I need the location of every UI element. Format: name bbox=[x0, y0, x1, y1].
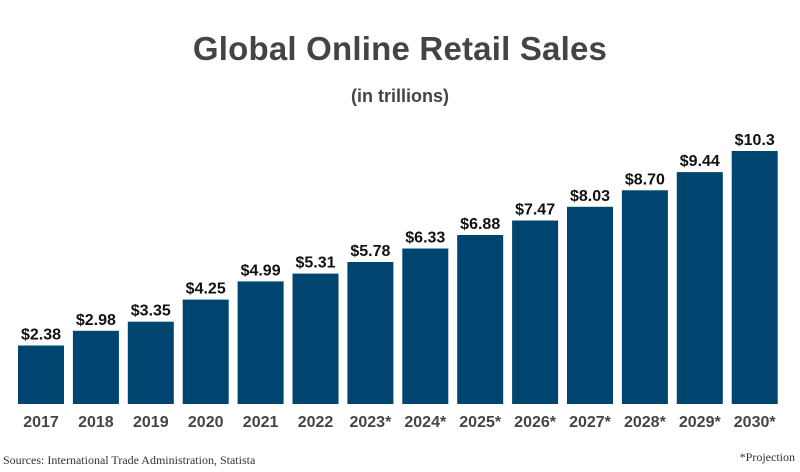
bar-2026* bbox=[512, 220, 559, 404]
bar-2029* bbox=[676, 172, 723, 404]
data-label-2017: $2.38 bbox=[21, 327, 61, 344]
data-label-2022: $5.31 bbox=[295, 255, 335, 272]
bar-2020 bbox=[182, 299, 229, 404]
x-tick-label-2030*: 2030* bbox=[734, 414, 777, 431]
x-tick-label-2029*: 2029* bbox=[679, 414, 722, 431]
data-label-2029*: $9.44 bbox=[680, 153, 720, 170]
bar-2024* bbox=[402, 248, 449, 404]
bar-2021 bbox=[237, 281, 284, 404]
data-label-2026*: $7.47 bbox=[515, 202, 555, 219]
x-tick-label-2018: 2018 bbox=[78, 414, 114, 431]
data-label-2023*: $5.78 bbox=[350, 243, 390, 260]
data-label-2028*: $8.70 bbox=[625, 171, 665, 188]
chart-subtitle: (in trillions) bbox=[351, 86, 449, 106]
data-label-2018: $2.98 bbox=[76, 312, 116, 329]
x-tick-label-2023*: 2023* bbox=[349, 414, 392, 431]
source-note: Sources: International Trade Administrat… bbox=[3, 453, 256, 467]
x-tick-label-2017: 2017 bbox=[23, 414, 59, 431]
bar-2025* bbox=[457, 235, 504, 404]
x-tick-label-2020: 2020 bbox=[188, 414, 224, 431]
chart-title: Global Online Retail Sales bbox=[192, 30, 608, 67]
bar-2028* bbox=[621, 190, 668, 404]
x-tick-label-2024*: 2024* bbox=[404, 414, 447, 431]
data-label-2024*: $6.33 bbox=[405, 230, 445, 247]
x-tick-label-2025*: 2025* bbox=[459, 414, 502, 431]
x-tick-label-2028*: 2028* bbox=[624, 414, 667, 431]
data-label-2019: $3.35 bbox=[131, 303, 171, 320]
bar-2017 bbox=[18, 345, 64, 404]
bar-2030* bbox=[731, 151, 778, 404]
x-tick-label-2022: 2022 bbox=[298, 414, 334, 431]
data-label-2030*: $10.3 bbox=[735, 132, 775, 149]
bar-2018 bbox=[72, 330, 119, 404]
bar-2022 bbox=[292, 273, 339, 404]
x-tick-label-2027*: 2027* bbox=[569, 414, 612, 431]
x-tick-label-2026*: 2026* bbox=[514, 414, 557, 431]
bar-2019 bbox=[127, 321, 174, 404]
data-label-2025*: $6.88 bbox=[460, 216, 500, 233]
data-label-2021: $4.99 bbox=[241, 262, 281, 279]
bar-2027* bbox=[567, 206, 613, 404]
data-label-2027*: $8.03 bbox=[570, 188, 610, 205]
bar-2023* bbox=[347, 262, 394, 404]
data-label-2020: $4.25 bbox=[186, 281, 226, 298]
x-tick-label-2019: 2019 bbox=[133, 414, 169, 431]
x-tick-label-2021: 2021 bbox=[243, 414, 279, 431]
projection-note: *Projection bbox=[739, 450, 795, 464]
